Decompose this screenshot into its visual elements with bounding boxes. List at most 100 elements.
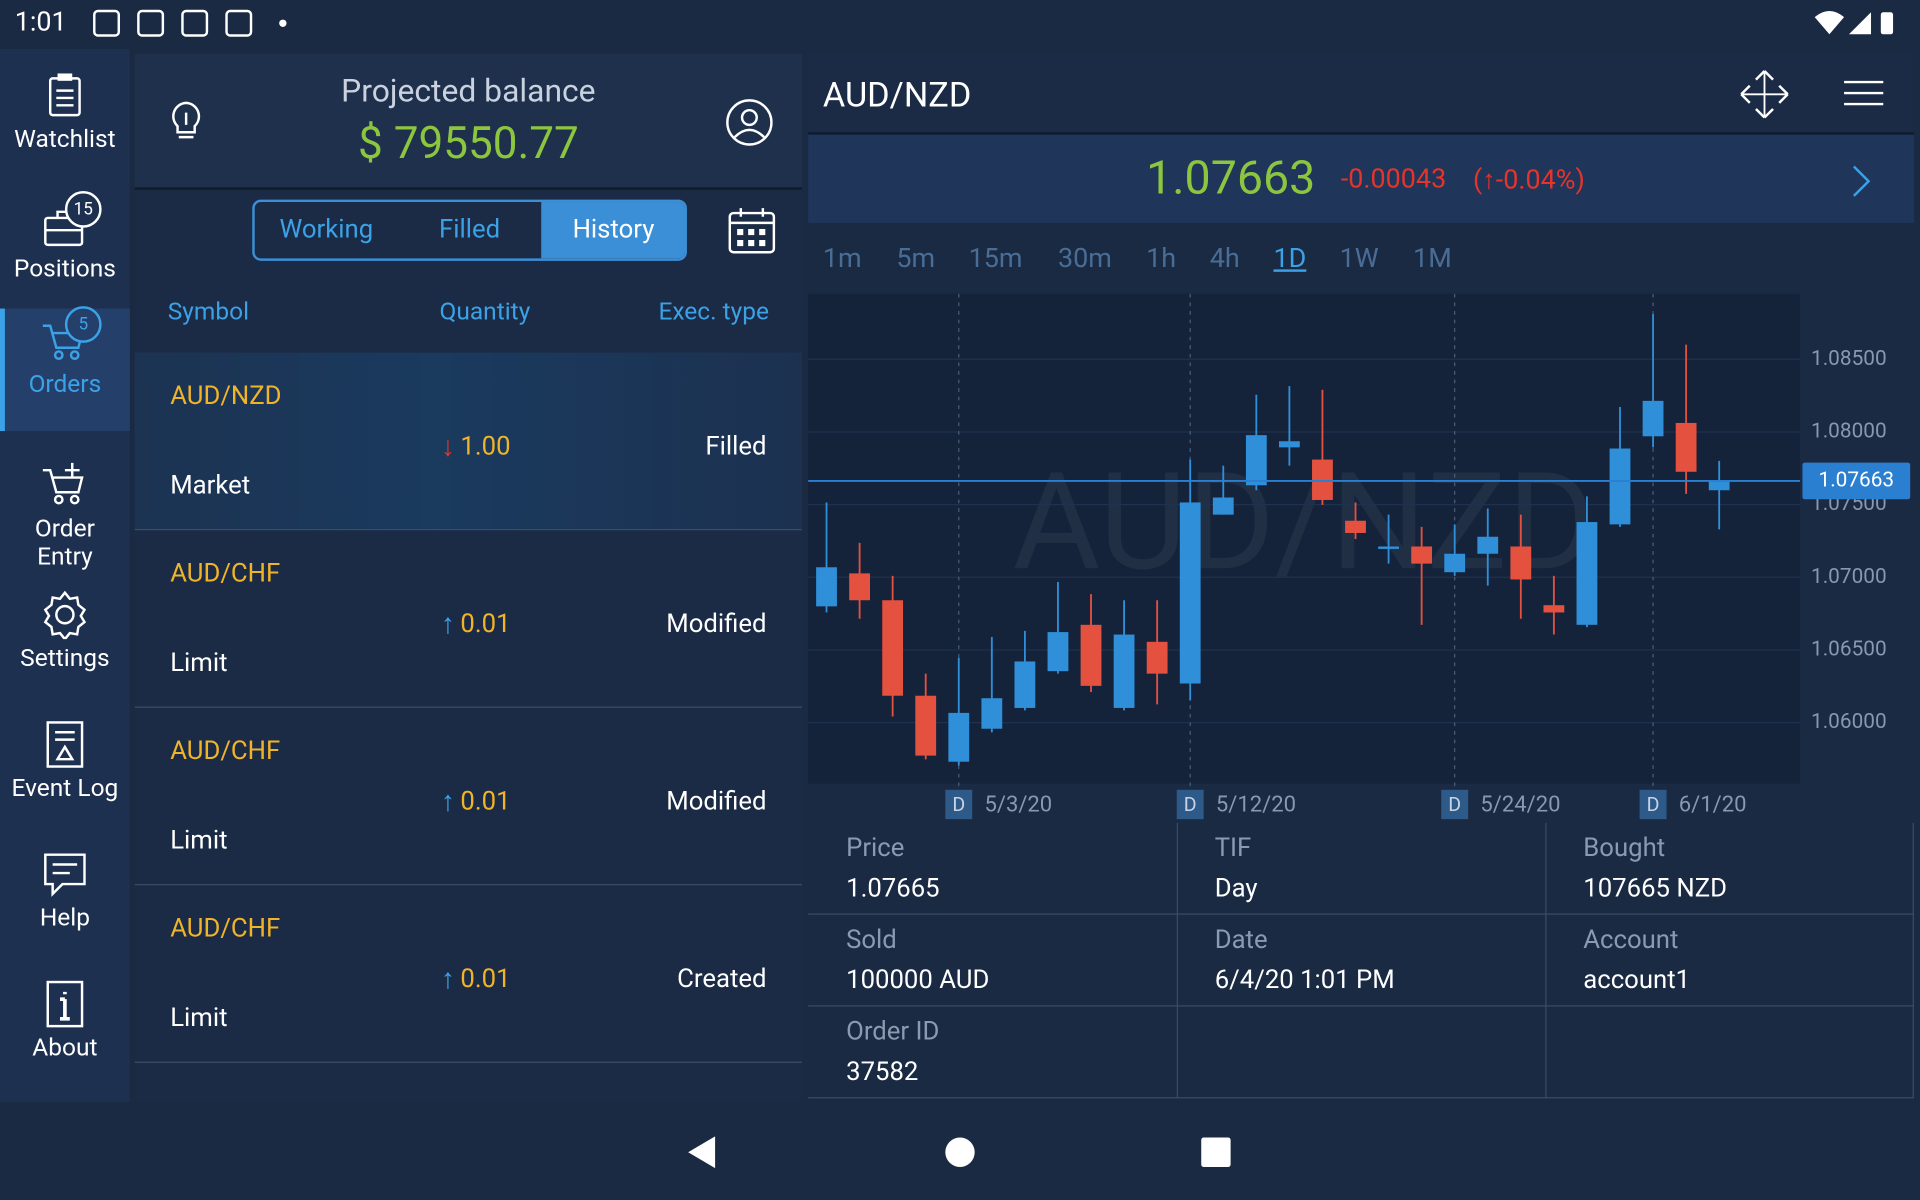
sidebar-item[interactable]: Watchlist bbox=[0, 64, 130, 186]
menu-button[interactable] bbox=[1842, 78, 1886, 107]
detail-cell bbox=[1545, 1006, 1914, 1099]
sidebar-item[interactable]: Settings bbox=[0, 583, 130, 705]
detail-cell: Order ID 37582 bbox=[808, 1006, 1178, 1099]
candle-body bbox=[849, 573, 871, 601]
order-exec-type: Modified bbox=[666, 609, 767, 640]
candle-body bbox=[948, 712, 970, 762]
profile-button[interactable] bbox=[725, 98, 774, 147]
period-marker-box bbox=[1639, 789, 1667, 820]
candle-body bbox=[1312, 459, 1333, 500]
candle-body bbox=[1179, 502, 1201, 684]
y-tick-label: 1.06500 bbox=[1811, 637, 1887, 661]
timeframe[interactable]: 4h bbox=[1209, 243, 1240, 275]
detail-cell: Date 6/4/20 1:01 PM bbox=[1176, 914, 1547, 1007]
candle-body bbox=[882, 600, 904, 696]
tab[interactable]: History bbox=[541, 202, 685, 259]
last-price-box bbox=[1802, 462, 1911, 500]
candle-body bbox=[1378, 546, 1399, 549]
sidebar-item[interactable]: Order Entry bbox=[0, 453, 130, 583]
candle-body bbox=[816, 567, 837, 607]
timeframe[interactable]: 15m bbox=[968, 243, 1023, 275]
detail-value: 37582 bbox=[846, 1057, 919, 1088]
sidebar-item[interactable]: Help bbox=[0, 842, 130, 964]
system-icons bbox=[1814, 11, 1894, 35]
nav-bar bbox=[688, 1136, 1231, 1169]
detail-cell bbox=[1176, 1006, 1547, 1099]
order-quantity: 0.01 bbox=[460, 787, 511, 817]
timeframe[interactable]: 5m bbox=[896, 243, 936, 275]
period-marker: D bbox=[952, 793, 965, 816]
candle-body bbox=[1576, 522, 1598, 625]
candle-body bbox=[1444, 553, 1466, 573]
price-change: -0.00043 bbox=[1340, 164, 1447, 195]
sidebar-icon bbox=[44, 853, 86, 897]
order-row[interactable]: AUD/CHF Limit ↑ 0.01 Created bbox=[134, 885, 803, 1063]
plot-area bbox=[808, 293, 1801, 784]
sidebar-item[interactable]: About bbox=[0, 972, 130, 1094]
tab[interactable]: Filled bbox=[439, 215, 501, 245]
period-marker: D bbox=[1448, 793, 1461, 816]
sidebar-label: Order Entry bbox=[34, 513, 95, 571]
back-button[interactable] bbox=[688, 1136, 716, 1169]
timeframe[interactable]: 1D bbox=[1273, 243, 1307, 275]
sidebar-icon bbox=[46, 721, 84, 768]
expand-quote-button[interactable] bbox=[1849, 164, 1873, 198]
sidebar-label: Watchlist bbox=[14, 123, 116, 154]
order-row[interactable]: AUD/NZD Market ↓ 1.00 Filled bbox=[134, 352, 803, 531]
order-direction: ↑ bbox=[440, 962, 455, 996]
timeframe[interactable]: 1M bbox=[1413, 243, 1452, 275]
chart-header: AUD/NZD bbox=[808, 53, 1914, 135]
tips-button[interactable] bbox=[164, 98, 208, 147]
candle-body bbox=[915, 695, 937, 756]
sidebar-item[interactable]: Positions 15 bbox=[0, 191, 130, 315]
recents-button[interactable] bbox=[1201, 1137, 1231, 1167]
sidebar-label: Event Log bbox=[11, 772, 119, 803]
candle-body bbox=[1278, 441, 1300, 448]
order-row[interactable]: AUD/CHF Limit ↑ 0.01 Modified bbox=[134, 708, 803, 886]
sidebar-label: About bbox=[32, 1032, 98, 1062]
timeframe[interactable]: 1W bbox=[1339, 243, 1379, 275]
candle-body bbox=[1411, 546, 1433, 564]
timeframe[interactable]: 1m bbox=[822, 243, 862, 275]
x-tick-label: 5/12/20 bbox=[1216, 793, 1296, 818]
detail-value: Day bbox=[1214, 874, 1258, 904]
timeframe[interactable]: 30m bbox=[1057, 243, 1112, 275]
period-marker: D bbox=[1647, 793, 1660, 816]
order-direction: ↑ bbox=[440, 607, 455, 641]
home-button[interactable] bbox=[945, 1137, 975, 1167]
calendar-button[interactable] bbox=[727, 206, 776, 255]
period-marker-box bbox=[945, 789, 973, 820]
watermark: AUD/NZD bbox=[1012, 443, 1595, 601]
y-tick-label: 1.07000 bbox=[1811, 565, 1887, 589]
candle-body bbox=[1146, 641, 1168, 674]
candle-body bbox=[1047, 632, 1069, 672]
active-indicator bbox=[0, 308, 5, 432]
candle-body bbox=[1477, 536, 1499, 554]
timeframe[interactable]: 1h bbox=[1146, 243, 1177, 275]
order-row[interactable]: AUD/CHF Limit ↑ 0.01 Modified bbox=[134, 530, 803, 708]
candle-body bbox=[1510, 546, 1532, 580]
clock: 1:01 bbox=[14, 7, 67, 38]
sidebar-item[interactable]: Orders 5 bbox=[0, 306, 130, 432]
detail-value: 1.07665 bbox=[846, 874, 940, 904]
x-tick-label: 5/24/20 bbox=[1480, 793, 1560, 818]
crosshair-button[interactable] bbox=[1739, 69, 1790, 120]
sidebar-icon bbox=[42, 324, 84, 361]
order-quantity: 0.01 bbox=[460, 609, 511, 640]
order-symbol: AUD/NZD bbox=[170, 382, 282, 412]
candle-body bbox=[1113, 634, 1135, 708]
detail-value: account1 bbox=[1583, 966, 1691, 996]
column-header: Exec. type bbox=[658, 296, 769, 326]
balance-label: Projected balance bbox=[341, 73, 596, 111]
tab[interactable]: Working bbox=[279, 215, 374, 245]
sidebar-label: Help bbox=[39, 902, 90, 932]
detail-value: 100000 AUD bbox=[846, 966, 990, 996]
candle-body bbox=[1345, 520, 1366, 533]
sidebar-item[interactable]: Event Log bbox=[0, 713, 130, 835]
period-marker-box bbox=[1441, 789, 1469, 820]
badge: 15 bbox=[64, 191, 102, 228]
order-type: Market bbox=[170, 471, 251, 501]
quote-bar: 1.07663 -0.00043 (↑-0.04%) bbox=[808, 134, 1914, 223]
order-quantity: 1.00 bbox=[460, 432, 511, 462]
